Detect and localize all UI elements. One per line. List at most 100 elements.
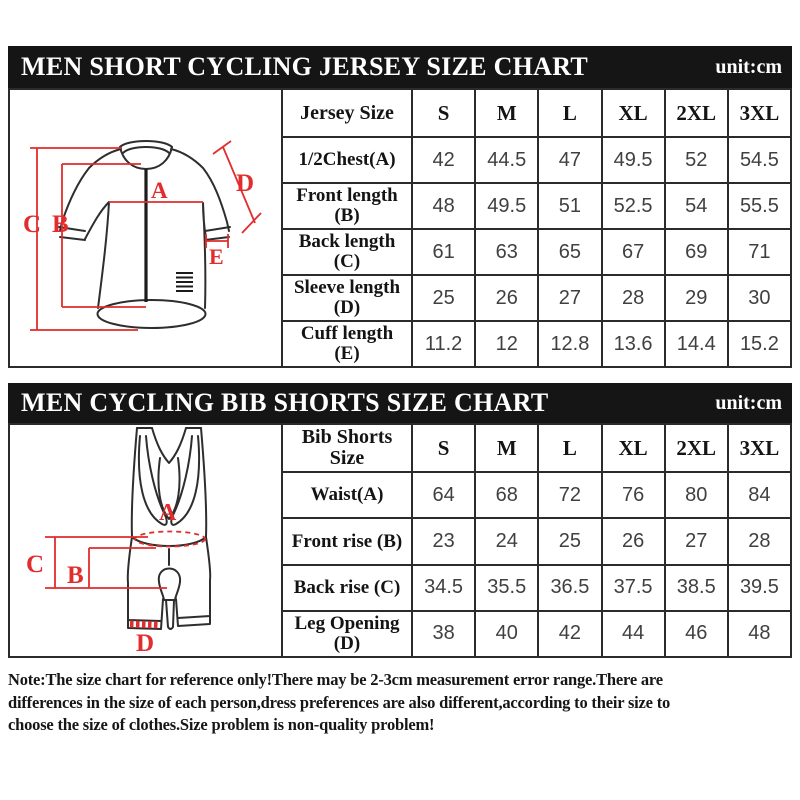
jersey-col-header-l: L — [537, 90, 600, 136]
size-value: 55.5 — [726, 182, 790, 228]
size-note: Note:The size chart for reference only!T… — [8, 669, 798, 737]
bib-measure-label-c: C — [26, 551, 44, 578]
bib-col-header-m: M — [474, 425, 537, 472]
measure-line-c — [45, 536, 167, 589]
size-value: 63 — [474, 228, 538, 274]
size-value: 13.6 — [600, 320, 664, 366]
size-value: 36.5 — [537, 563, 601, 610]
size-value: 25 — [411, 274, 475, 320]
jersey-measure-label-c: C — [23, 211, 41, 238]
size-value: 28 — [600, 274, 664, 320]
size-value: 69 — [663, 228, 727, 274]
size-value: 49.5 — [600, 136, 664, 182]
size-value: 72 — [537, 471, 601, 518]
size-value: 24 — [474, 517, 538, 564]
size-value: 26 — [474, 274, 538, 320]
size-value: 30 — [726, 274, 790, 320]
size-value: 44.5 — [474, 136, 538, 182]
size-value: 28 — [726, 517, 790, 564]
size-value: 14.4 — [663, 320, 727, 366]
bib-col-header-2xl: 2XL — [663, 425, 727, 472]
size-value: 48 — [726, 609, 790, 656]
row-label-back-rise: Back rise (C) — [281, 563, 411, 610]
bib-chart-title: MEN CYCLING BIB SHORTS SIZE CHART — [21, 388, 549, 417]
size-value: 27 — [663, 517, 727, 564]
row-label-leg-opening: Leg Opening (D) — [281, 609, 411, 656]
size-value: 48 — [411, 182, 475, 228]
row-label-cuff-length: Cuff length (E) — [281, 320, 411, 366]
jersey-diagram-svg: A B C D E — [23, 140, 262, 331]
size-value: 42 — [411, 136, 475, 182]
note-line: differences in the size of each person,d… — [8, 692, 671, 712]
jersey-chart-title: MEN SHORT CYCLING JERSEY SIZE CHART — [21, 52, 589, 81]
jersey-measure-label-d: D — [236, 170, 254, 197]
size-value: 64 — [411, 471, 475, 518]
row-label-front-rise: Front rise (B) — [281, 517, 411, 564]
jersey-outline — [58, 140, 231, 329]
size-value: 25 — [537, 517, 601, 564]
measure-line-d — [212, 140, 262, 234]
bib-col-header-l: L — [537, 425, 600, 472]
size-value: 51 — [537, 182, 601, 228]
bib-measure-label-d: D — [136, 630, 154, 656]
bib-measure-label-a: A — [159, 500, 177, 526]
size-value: 35.5 — [474, 563, 538, 610]
bib-unit-label: unit:cm — [715, 391, 782, 414]
size-value: 52 — [663, 136, 727, 182]
size-value: 12.8 — [537, 320, 601, 366]
jersey-col-header-3xl: 3XL — [726, 90, 790, 136]
size-value: 26 — [600, 517, 664, 564]
measure-line-e — [205, 234, 229, 248]
size-value: 65 — [537, 228, 601, 274]
size-value: 34.5 — [411, 563, 475, 610]
bib-col-header-s: S — [411, 425, 474, 472]
size-value: 23 — [411, 517, 475, 564]
size-value: 84 — [726, 471, 790, 518]
bib-title-bar: MEN CYCLING BIB SHORTS SIZE CHART unit:c… — [8, 383, 792, 423]
size-value: 54.5 — [726, 136, 790, 182]
size-value: 44 — [600, 609, 664, 656]
bib-col-header-3xl: 3XL — [726, 425, 790, 472]
size-value: 80 — [663, 471, 727, 518]
bib-measure-lines — [45, 530, 206, 629]
size-value: 27 — [537, 274, 601, 320]
jersey-measure-label-e: E — [209, 244, 224, 269]
note-line: Note:The size chart for reference only!T… — [8, 670, 663, 689]
row-label-back-length: Back length (C) — [281, 228, 411, 274]
bib-outline — [126, 427, 212, 630]
bib-measure-label-b: B — [67, 562, 84, 589]
size-value: 15.2 — [726, 320, 790, 366]
size-value: 42 — [537, 609, 601, 656]
measure-line-b — [61, 163, 146, 308]
size-value: 38 — [411, 609, 475, 656]
row-label-sleeve-length: Sleeve length (D) — [281, 274, 411, 320]
jersey-unit-label: unit:cm — [715, 55, 782, 78]
row-label-waist: Waist(A) — [281, 471, 411, 518]
jersey-measure-label-b: B — [52, 211, 69, 238]
size-value: 46 — [663, 609, 727, 656]
size-value: 47 — [537, 136, 601, 182]
size-value: 29 — [663, 274, 727, 320]
jersey-measure-lines — [30, 140, 262, 331]
size-value: 52.5 — [600, 182, 664, 228]
jersey-stripe-logo — [176, 272, 193, 292]
bib-corner-header: Bib Shorts Size — [281, 425, 411, 472]
row-label-front-length: Front length (B) — [281, 182, 411, 228]
leg-opening-hatch — [129, 620, 161, 629]
jersey-size-table: A B C D E Jersey Size S M L XL 2XL 3XL 1… — [8, 88, 792, 368]
measure-line-c — [30, 147, 138, 331]
size-value: 71 — [726, 228, 790, 274]
size-value: 67 — [600, 228, 664, 274]
size-value: 11.2 — [411, 320, 475, 366]
jersey-col-header-s: S — [411, 90, 474, 136]
size-value: 68 — [474, 471, 538, 518]
size-value: 76 — [600, 471, 664, 518]
size-value: 40 — [474, 609, 538, 656]
jersey-col-header-xl: XL — [600, 90, 664, 136]
size-value: 49.5 — [474, 182, 538, 228]
jersey-title-bar: MEN SHORT CYCLING JERSEY SIZE CHART unit… — [8, 46, 792, 88]
bib-diagram: A B C D — [10, 425, 281, 656]
jersey-corner-header: Jersey Size — [281, 90, 411, 136]
measure-line-b — [88, 547, 156, 588]
